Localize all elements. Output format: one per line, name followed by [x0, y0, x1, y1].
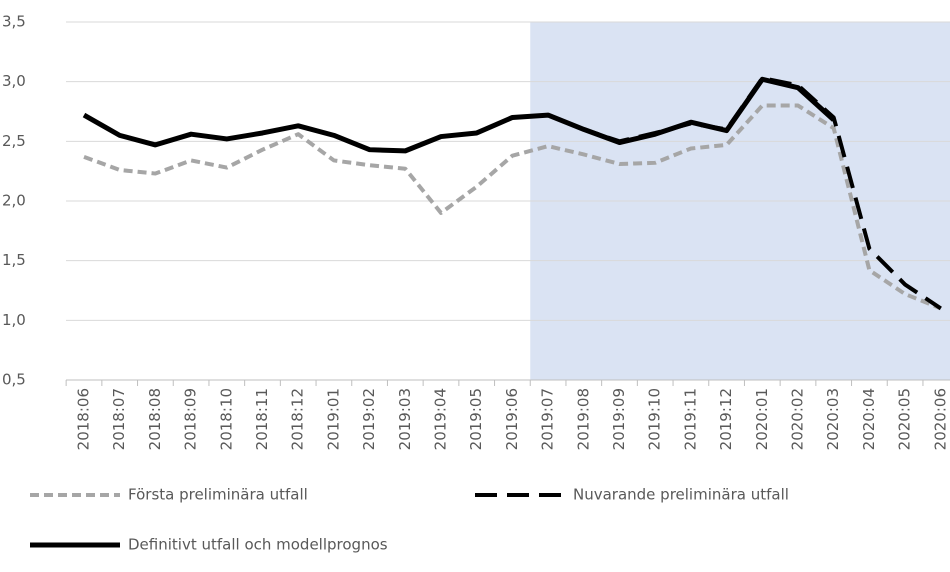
y-tick-label: 3,0: [2, 72, 26, 90]
x-tick-label: 2018:06: [75, 388, 93, 450]
x-tick-label: 2019:03: [396, 388, 414, 450]
x-tick-label: 2019:11: [681, 388, 699, 450]
x-tick-label: 2019:12: [717, 388, 735, 450]
legend-label: Nuvarande preliminära utfall: [573, 486, 789, 504]
x-tick-label: 2019:01: [324, 388, 342, 450]
line-series: [83, 103, 942, 311]
x-tick-label: 2019:04: [432, 388, 450, 450]
x-tick-label: 2020:03: [824, 388, 842, 450]
x-tick-label: 2019:06: [503, 388, 521, 450]
x-tick-label: 2018:11: [253, 388, 271, 450]
x-tick-label: 2018:12: [289, 388, 307, 450]
y-tick-label: 1,5: [2, 251, 26, 269]
legend-label: Första preliminära utfall: [128, 486, 308, 504]
x-tick-label: 2020:01: [753, 388, 771, 450]
x-tick-label: 2019:10: [646, 388, 664, 450]
y-tick-label: 1,0: [2, 311, 26, 329]
x-tick-label: 2019:05: [467, 388, 485, 450]
line-series: [82, 76, 836, 154]
x-tick-label: 2020:02: [789, 388, 807, 450]
x-tick-label: 2019:07: [539, 388, 557, 450]
x-tick-label: 2018:07: [110, 388, 128, 450]
x-tick-label: 2020:06: [931, 388, 949, 450]
y-tick-label: 2,5: [2, 132, 26, 150]
y-tick-label: 0,5: [2, 371, 26, 389]
x-tick-label: 2018:10: [217, 388, 235, 450]
x-tick-label: 2018:09: [182, 388, 200, 450]
y-tick-label: 2,0: [2, 192, 26, 210]
x-tick-label: 2019:02: [360, 388, 378, 450]
y-tick-label: 3,5: [2, 13, 26, 31]
legend-label: Definitivt utfall och modellprognos: [128, 536, 388, 554]
x-tick-label: 2020:04: [860, 388, 878, 450]
x-tick-label: 2020:05: [896, 388, 914, 450]
x-tick-label: 2019:09: [610, 388, 628, 450]
x-tick-label: 2019:08: [574, 388, 592, 450]
x-tick-label: 2018:08: [146, 388, 164, 450]
